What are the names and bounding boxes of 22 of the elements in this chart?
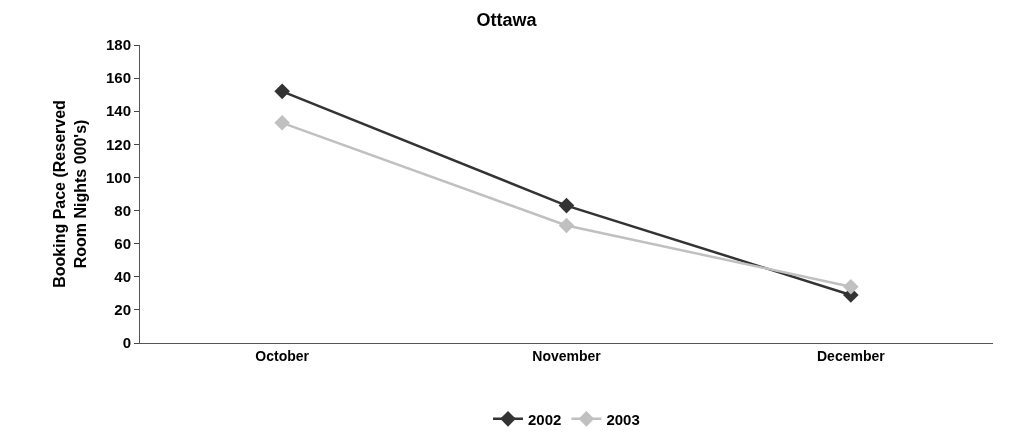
y-tick-label: 40 [114, 268, 131, 286]
chart-title: Ottawa [476, 10, 538, 31]
legend-label: 2002 [528, 410, 562, 428]
y-tick-label: 0 [122, 334, 131, 352]
y-tick-label: 180 [105, 36, 131, 54]
y-tick-label: 20 [114, 301, 131, 319]
x-tick-label: December [816, 347, 886, 364]
x-tick-label: October [255, 347, 310, 364]
y-tick-label: 100 [105, 168, 131, 186]
point [558, 217, 575, 234]
y-tick-label: 140 [105, 102, 131, 120]
y-tick-label: 120 [105, 135, 131, 153]
legend-label: 2003 [606, 410, 640, 428]
y-tick-label: 160 [105, 69, 131, 87]
y-tick-label: 80 [114, 201, 131, 219]
point [274, 83, 290, 100]
point [274, 115, 290, 131]
x-tick-label: November [532, 347, 602, 364]
point [843, 278, 859, 295]
point [558, 197, 575, 214]
y-axis-title: Booking Pace (Reserved Room Nights 000's) [51, 100, 89, 288]
y-tick-label: 60 [114, 234, 131, 252]
